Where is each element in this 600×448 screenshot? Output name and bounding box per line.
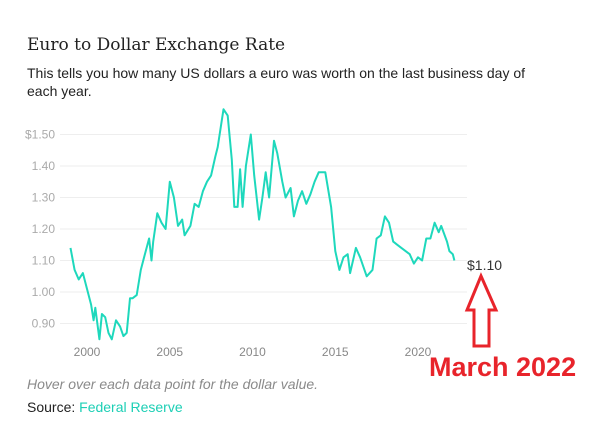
exchange-rate-line[interactable]: [69, 108, 456, 341]
x-tick-label: 2020: [405, 345, 432, 359]
annotation-label: March 2022: [429, 352, 577, 382]
gridlines: [60, 134, 467, 324]
chart-subtitle: This tells you how many US dollars a eur…: [27, 65, 526, 99]
source-line: Source: Federal Reserve: [27, 399, 183, 415]
y-tick-label: $1.50: [25, 128, 55, 142]
y-tick-label: 1.30: [32, 191, 56, 205]
y-tick-label: 1.10: [32, 254, 56, 268]
end-value-label: $1.10: [467, 257, 502, 273]
x-axis-ticks: 2000 2005 2010 2015 2020: [74, 345, 432, 359]
x-tick-label: 2010: [239, 345, 266, 359]
x-tick-label: 2015: [322, 345, 349, 359]
hover-note: Hover over each data point for the dolla…: [27, 376, 319, 392]
y-tick-label: 0.90: [32, 317, 56, 331]
source-link[interactable]: Federal Reserve: [79, 399, 183, 415]
chart-title: Euro to Dollar Exchange Rate: [27, 35, 286, 55]
source-label: Source:: [27, 399, 76, 415]
x-tick-label: 2005: [156, 345, 183, 359]
x-tick-label: 2000: [74, 345, 101, 359]
y-tick-label: 1.00: [32, 285, 56, 299]
arrow-up-icon: [464, 272, 499, 348]
y-axis-ticks: 0.90 1.00 1.10 1.20 1.30 1.40 $1.50: [25, 128, 55, 331]
y-tick-label: 1.40: [32, 159, 56, 173]
y-tick-label: 1.20: [32, 222, 56, 236]
